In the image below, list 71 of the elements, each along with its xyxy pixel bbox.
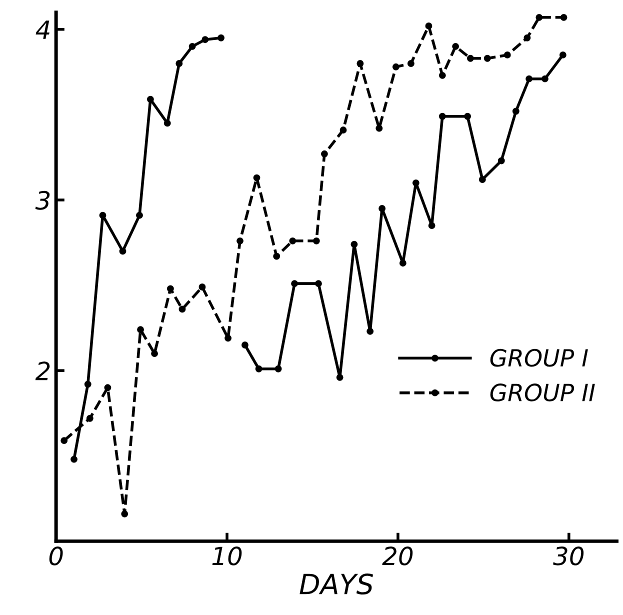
point: [60, 437, 68, 444]
point: [84, 380, 92, 388]
point: [336, 374, 344, 381]
point: [399, 260, 406, 267]
point: [146, 96, 154, 103]
point: [137, 326, 144, 334]
point: [466, 54, 474, 62]
point: [498, 157, 505, 164]
point: [452, 42, 460, 50]
point: [536, 14, 543, 21]
point: [356, 60, 364, 67]
point: [350, 240, 358, 248]
point: [274, 365, 282, 372]
point: [438, 112, 446, 120]
legend-label: GROUP II: [490, 384, 595, 402]
point: [428, 222, 436, 230]
point: [218, 34, 225, 42]
point: [392, 63, 400, 70]
point: [524, 34, 531, 42]
point: [512, 108, 520, 115]
point: [412, 179, 420, 186]
point: [188, 42, 196, 50]
point: [366, 328, 374, 335]
point: [236, 237, 244, 244]
point: [526, 75, 533, 82]
point: [198, 284, 206, 290]
point: [121, 510, 128, 518]
point: [151, 350, 158, 357]
y-tick-label: 2: [35, 362, 50, 380]
point: [224, 334, 232, 342]
point: [289, 237, 296, 244]
point: [104, 384, 112, 392]
x-tick-label: 10: [212, 546, 242, 566]
point: [202, 36, 209, 44]
point: [164, 120, 171, 127]
point: [273, 252, 280, 260]
point: [464, 112, 472, 120]
point: [178, 306, 186, 313]
point: [478, 176, 486, 183]
point: [291, 280, 298, 288]
point: [255, 365, 262, 372]
y-tick-label: 4: [36, 20, 50, 39]
point: [119, 248, 126, 255]
point: [340, 126, 347, 134]
x-tick-label: 30: [553, 546, 584, 566]
point: [320, 150, 328, 158]
point: [407, 60, 414, 67]
point: [99, 212, 106, 219]
point: [378, 205, 386, 212]
x-tick-label: 20: [382, 546, 413, 566]
point: [70, 456, 78, 463]
y-tick-label: 3: [35, 190, 50, 210]
point: [542, 75, 548, 82]
point: [253, 174, 260, 182]
point: [166, 285, 174, 292]
point: [425, 22, 432, 30]
x-axis-title: DAYS: [300, 574, 374, 595]
point: [176, 60, 183, 67]
point: [376, 124, 383, 132]
legend-label: GROUP I: [490, 348, 588, 367]
point: [241, 342, 248, 348]
point: [315, 280, 322, 288]
point: [559, 51, 566, 58]
point: [560, 14, 568, 21]
point: [438, 72, 446, 79]
x-tick-label: 0: [49, 546, 63, 566]
point: [86, 414, 94, 422]
point: [136, 212, 143, 219]
point: [504, 51, 511, 58]
point: [484, 54, 491, 62]
point: [312, 237, 320, 244]
